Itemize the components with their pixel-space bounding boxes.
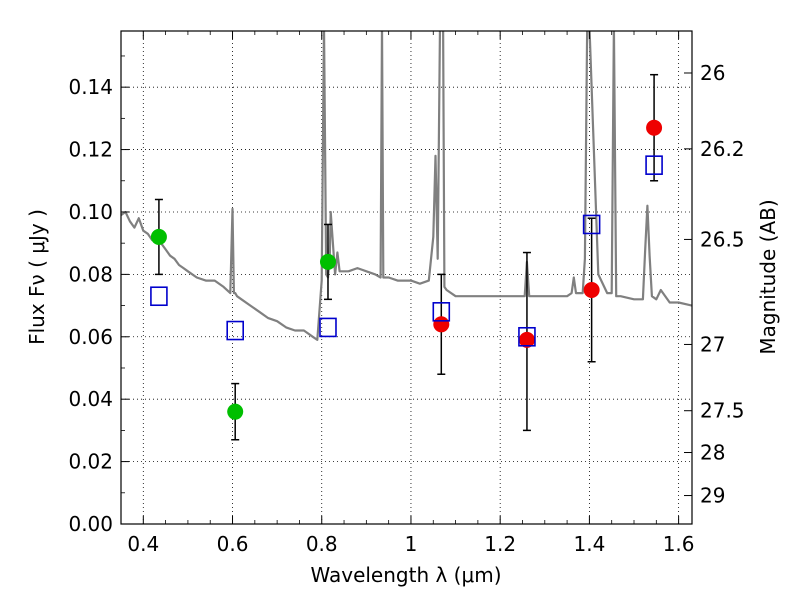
- x-tick-label: 1: [405, 532, 418, 556]
- ticks: 0.4 0.6 0.8 1 1.2 1.4 1.6 0.00 0.02 0.04 0.06 0.08 0…: [68, 31, 745, 556]
- y-axis-label: Flux Fν ( μJy ): [25, 209, 49, 345]
- data-point: [433, 316, 450, 333]
- data-point: [227, 403, 244, 420]
- y2-tick-label: 26.5: [700, 227, 745, 251]
- spectrum-layer: [121, 31, 692, 341]
- plot-frame: [120, 30, 693, 525]
- y-tick-label: 0.04: [68, 387, 113, 411]
- y2-tick-label: 26: [700, 61, 725, 85]
- y2-tick-label: 28: [700, 441, 725, 465]
- x-tick-label: 0.6: [217, 532, 249, 556]
- model-square: [150, 286, 168, 307]
- y2-tick-label: 27: [700, 332, 725, 356]
- y-tick-label: 0.12: [68, 138, 113, 162]
- y2-tick-label: 27.5: [700, 399, 745, 423]
- model-square: [432, 302, 451, 322]
- y-tick-label: 0.00: [68, 512, 113, 536]
- spectrum-line: [121, 31, 692, 341]
- marker-layer: [150, 119, 663, 420]
- y2-tick-label: 26.2: [700, 137, 745, 161]
- data-point: [150, 228, 167, 245]
- y-tick-label: 0.08: [68, 262, 113, 286]
- x-tick-label: 1.6: [663, 532, 695, 556]
- y-tick-label: 0.02: [68, 450, 113, 474]
- model-square: [319, 317, 337, 338]
- model-square: [645, 155, 663, 175]
- model-square: [518, 326, 536, 347]
- y2-axis-label: Magnitude (AB): [756, 199, 780, 354]
- x-tick-label: 1.2: [484, 532, 516, 556]
- x-tick-label: 0.8: [306, 532, 338, 556]
- x-axis-label: Wavelength λ (μm): [310, 563, 501, 587]
- model-square: [582, 214, 601, 235]
- x-tick-label: 0.4: [127, 532, 159, 556]
- data-point: [583, 281, 600, 298]
- x-tick-label: 1.4: [573, 532, 605, 556]
- y2-tick-label: 29: [700, 484, 725, 508]
- data-point: [319, 253, 336, 270]
- data-point: [646, 119, 663, 136]
- y-tick-label: 0.06: [68, 325, 113, 349]
- model-square: [226, 320, 244, 341]
- y-tick-label: 0.14: [68, 75, 113, 99]
- y-tick-label: 0.10: [68, 200, 113, 224]
- data-point: [518, 331, 535, 348]
